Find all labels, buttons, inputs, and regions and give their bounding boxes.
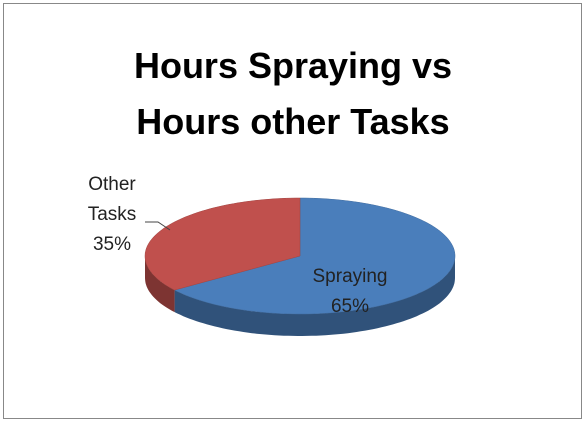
chart-title: Hours Spraying vs Hours other Tasks [133,45,453,142]
pie-slice-side [174,256,455,336]
category-label: Other Tasks [87,174,137,225]
category-label: Spraying [312,266,388,287]
leader-line [145,221,171,231]
value-label: 65% [330,296,370,317]
pie-slice [173,197,456,315]
chart-frame [3,3,582,419]
pie-slice-side [145,256,175,313]
value-label: 35% [92,234,132,255]
slice-label: Spraying 65% [300,262,400,322]
pie-slice [144,197,301,291]
slice-label: Other Tasks 35% [62,170,162,260]
